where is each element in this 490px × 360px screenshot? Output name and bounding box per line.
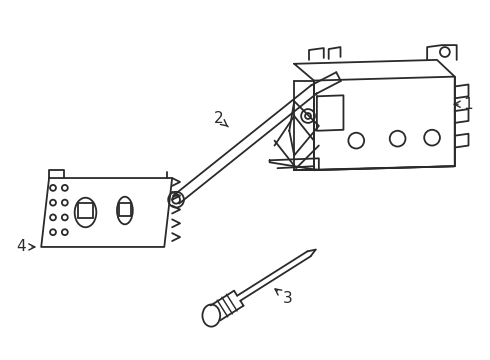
Circle shape xyxy=(50,200,56,206)
Ellipse shape xyxy=(117,197,133,224)
Circle shape xyxy=(62,215,68,220)
Circle shape xyxy=(390,131,406,147)
Circle shape xyxy=(62,200,68,206)
Circle shape xyxy=(424,130,440,145)
Text: 3: 3 xyxy=(275,289,292,306)
Bar xyxy=(77,203,94,219)
Circle shape xyxy=(172,196,180,204)
Circle shape xyxy=(440,47,450,57)
Text: 1: 1 xyxy=(454,97,473,112)
Text: 2: 2 xyxy=(214,112,228,127)
Ellipse shape xyxy=(202,305,220,327)
Circle shape xyxy=(62,229,68,235)
Circle shape xyxy=(62,185,68,191)
Circle shape xyxy=(348,133,364,148)
Circle shape xyxy=(50,215,56,220)
Circle shape xyxy=(50,229,56,235)
Circle shape xyxy=(301,109,315,123)
Circle shape xyxy=(168,192,184,208)
Bar xyxy=(119,203,131,216)
Text: 4: 4 xyxy=(17,239,35,255)
Circle shape xyxy=(50,185,56,191)
Circle shape xyxy=(305,113,311,119)
Ellipse shape xyxy=(74,198,97,227)
